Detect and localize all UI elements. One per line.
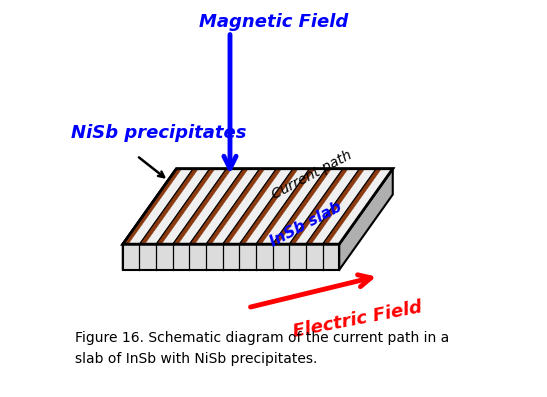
Polygon shape: [223, 169, 293, 244]
Polygon shape: [323, 169, 381, 244]
Polygon shape: [206, 169, 265, 244]
Polygon shape: [323, 169, 393, 244]
Text: Electric Field: Electric Field: [291, 298, 423, 341]
Polygon shape: [256, 169, 326, 244]
Polygon shape: [289, 169, 348, 244]
Text: Current path: Current path: [269, 148, 354, 202]
Polygon shape: [173, 169, 243, 244]
Polygon shape: [139, 169, 199, 244]
Polygon shape: [173, 169, 231, 244]
Polygon shape: [272, 169, 343, 244]
Text: Magnetic Field: Magnetic Field: [199, 13, 348, 31]
Polygon shape: [306, 169, 376, 244]
Polygon shape: [189, 169, 248, 244]
Polygon shape: [189, 169, 260, 244]
Polygon shape: [206, 169, 276, 244]
Polygon shape: [123, 169, 193, 244]
Polygon shape: [272, 169, 331, 244]
Polygon shape: [123, 169, 182, 244]
Polygon shape: [306, 169, 365, 244]
Polygon shape: [223, 169, 282, 244]
Text: Figure 16. Schematic diagram of the current path in a
slab of InSb with NiSb pre: Figure 16. Schematic diagram of the curr…: [75, 331, 450, 366]
Polygon shape: [339, 169, 393, 270]
Polygon shape: [156, 169, 226, 244]
Polygon shape: [289, 169, 359, 244]
Polygon shape: [123, 169, 176, 270]
Polygon shape: [239, 169, 298, 244]
Polygon shape: [123, 244, 339, 270]
Polygon shape: [239, 169, 310, 244]
Polygon shape: [256, 169, 315, 244]
Polygon shape: [139, 169, 210, 244]
Polygon shape: [156, 169, 215, 244]
Text: NiSb precipitates: NiSb precipitates: [71, 124, 247, 142]
Text: InSb slab: InSb slab: [267, 199, 344, 249]
Polygon shape: [123, 169, 393, 244]
